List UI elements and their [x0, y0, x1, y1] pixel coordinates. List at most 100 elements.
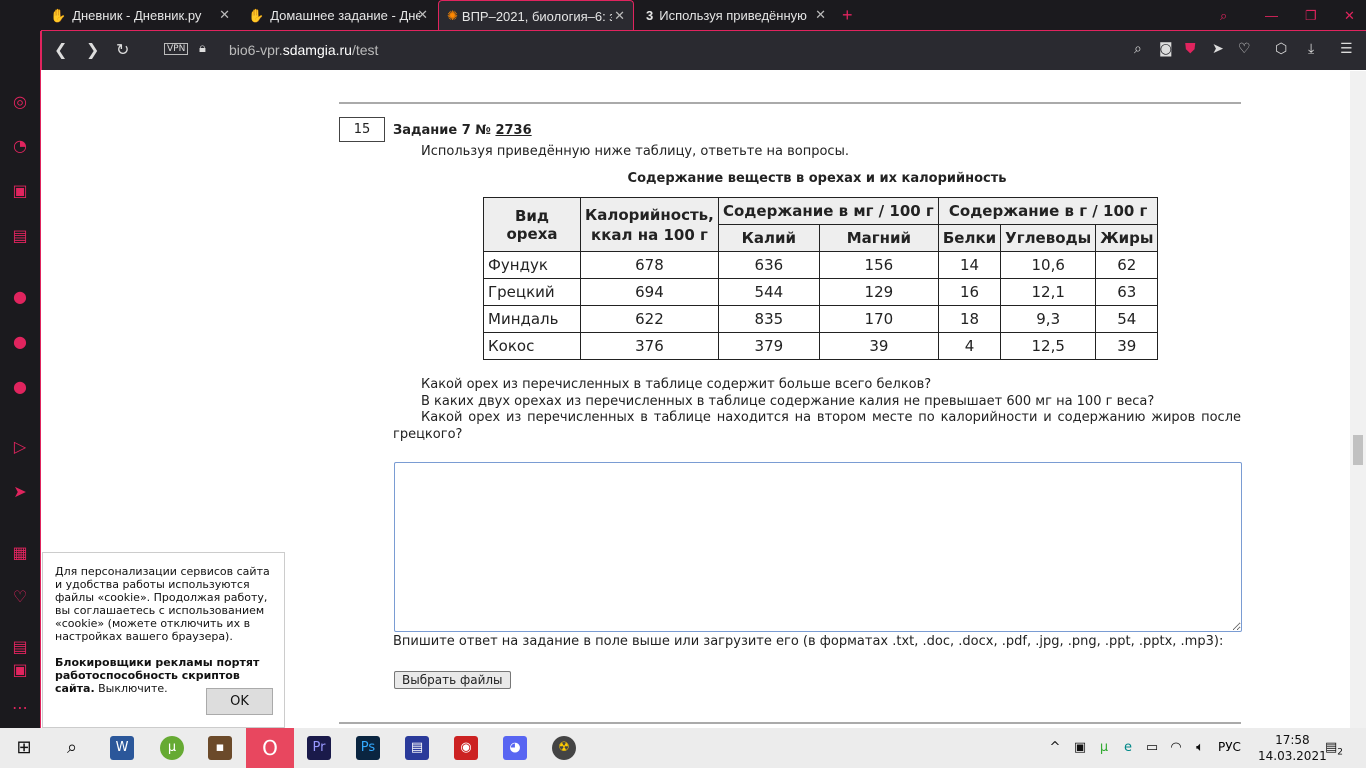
choose-files-button[interactable]: Выбрать файлы [394, 671, 511, 689]
header-fat: Жиры [1095, 224, 1159, 252]
site-icon: 3 [646, 8, 654, 23]
tray-utorrent-icon[interactable]: µ [1099, 740, 1109, 755]
cookie-notice: Для персонализации сервисов сайта и удоб… [42, 552, 285, 728]
menu-icon[interactable]: ☰ [1340, 41, 1353, 57]
forward-button[interactable]: ❯ [86, 40, 100, 59]
header-kind: Вид ореха [483, 197, 581, 252]
player-icon[interactable]: ▷ [13, 437, 27, 456]
header-calories: Калорийность, ккал на 100 г [580, 197, 719, 252]
header-potassium: Калий [717, 224, 820, 252]
table-cell: Миндаль [483, 305, 581, 333]
apps-icon[interactable]: ▦ [12, 543, 28, 562]
send-icon[interactable]: ➤ [13, 482, 27, 501]
tab-vpr[interactable]: ✺ ВПР–2021, биология–6: за ✕ [438, 0, 634, 31]
bag-icon[interactable]: ▣ [12, 181, 28, 200]
lock-icon[interactable]: 🔒︎ [199, 41, 206, 56]
table-cell: 54 [1095, 305, 1159, 333]
header-magnesium: Магний [818, 224, 939, 252]
back-button[interactable]: ❮ [54, 40, 68, 59]
tab-question[interactable]: 3 Используя приведённую ✕ [646, 7, 826, 23]
table-row: Фундук 678 636 156 14 10,6 62 [483, 251, 1159, 279]
table-cell: 62 [1095, 251, 1159, 279]
download-icon[interactable]: ⤓ [1308, 41, 1315, 57]
camera-icon[interactable]: ◙ [1159, 41, 1173, 57]
search-icon[interactable]: ⌕ [1134, 41, 1142, 57]
whatsapp-icon[interactable]: ● [13, 332, 27, 351]
adblock-warning: Блокировщики рекламы портят работоспособ… [55, 656, 260, 695]
tray-eset-icon[interactable]: e [1124, 740, 1132, 755]
new-tab-button[interactable]: + [842, 5, 853, 25]
clock[interactable]: 17:58 14.03.2021 [1258, 733, 1327, 763]
close-tab-icon[interactable]: ✕ [815, 7, 826, 22]
battery-icon[interactable]: ▭ [1145, 740, 1159, 755]
table-cell: 622 [580, 305, 719, 333]
wifi-icon[interactable]: ◠ [1170, 740, 1182, 755]
minimize-button[interactable]: — [1265, 8, 1278, 23]
table-cell: 39 [1095, 332, 1159, 360]
table-cell: 379 [717, 332, 820, 360]
table-cell: 12,5 [1000, 332, 1097, 360]
app-icon[interactable]: ◉ [454, 736, 478, 760]
tray-app-icon[interactable]: ▣ [1073, 740, 1087, 755]
url-field[interactable]: bio6-vpr.sdamgia.ru/test [229, 42, 379, 58]
photoshop-icon[interactable]: Ps [356, 736, 380, 760]
premiere-icon[interactable]: Pr [307, 736, 331, 760]
table-cell: 63 [1095, 278, 1159, 306]
send-icon[interactable]: ➤ [1212, 41, 1224, 57]
opera-taskbar-icon[interactable]: O [246, 728, 294, 768]
start-button[interactable]: ⊞ [16, 737, 32, 758]
answer-textarea[interactable] [394, 462, 1242, 632]
question-3: Какой орех из перечисленных в таблице на… [393, 410, 1241, 442]
scrollbar-thumb[interactable] [1353, 435, 1363, 465]
task-title: Задание 7 № 2736 [393, 123, 532, 138]
restore-button[interactable]: ❐ [1305, 7, 1317, 23]
telegram-icon[interactable]: ● [13, 377, 27, 396]
speed-icon[interactable]: ◔ [13, 136, 27, 155]
task-number: 15 [339, 117, 385, 142]
volume-icon[interactable]: 🔈︎ [1196, 740, 1204, 755]
heart-icon[interactable]: ♡ [1238, 41, 1251, 57]
sun-icon: ✺ [447, 8, 458, 23]
utorrent-icon[interactable]: µ [160, 736, 184, 760]
word-icon[interactable]: W [110, 736, 134, 760]
task-id-link[interactable]: 2736 [495, 123, 532, 138]
table-cell: 129 [818, 278, 939, 306]
table-cell: 18 [937, 305, 1002, 333]
messenger-icon[interactable]: ● [13, 287, 27, 306]
more-icon[interactable]: ⋯ [12, 698, 28, 717]
tab-dnevnik[interactable]: ✋ Дневник - Дневник.ру ✕ [50, 7, 230, 23]
table-cell: 835 [717, 305, 820, 333]
scrollbar[interactable] [1350, 71, 1366, 728]
heart-icon[interactable]: ♡ [12, 587, 28, 606]
storage-icon[interactable]: ▤ [12, 637, 28, 656]
discord-icon[interactable]: ◕ [503, 736, 527, 760]
search-tabs-icon[interactable]: ⌕ [1220, 7, 1228, 23]
table-cell: 10,6 [1000, 251, 1097, 279]
cookie-ok-button[interactable]: OK [206, 688, 273, 715]
gamepad-icon[interactable]: ◎ [13, 92, 27, 111]
cpu-icon[interactable]: ▣ [12, 660, 28, 679]
tab-homework[interactable]: ✋ Домашнее задание - Днев ✕ [248, 7, 428, 23]
task-intro: Используя приведённую ниже таблицу, отве… [421, 144, 849, 159]
language-indicator[interactable]: РУС [1218, 740, 1241, 754]
shield-icon[interactable]: ⛊ [1185, 41, 1196, 57]
close-window-button[interactable]: ✕ [1344, 7, 1355, 23]
nuts-table: Вид ореха Калорийность, ккал на 100 г Со… [483, 197, 1159, 360]
tab-bar: ✋ Дневник - Дневник.ру ✕ ✋ Домашнее задание… [0, 0, 1366, 31]
hand-icon: ✋ [50, 7, 67, 23]
close-tab-icon[interactable]: ✕ [417, 7, 428, 22]
radiation-icon[interactable]: ☢ [552, 736, 576, 760]
twitch-icon[interactable]: ▤ [12, 226, 28, 245]
address-bar: ❮ ❯ ↻ VPN 🔒︎ bio6-vpr.sdamgia.ru/test ⌕ … [41, 30, 1366, 70]
header-g: Содержание в г / 100 г [937, 197, 1159, 225]
vpn-badge[interactable]: VPN [164, 43, 189, 55]
tray-expand-icon[interactable]: ^ [1049, 740, 1061, 755]
search-icon[interactable]: ⌕ [66, 737, 78, 758]
close-tab-icon[interactable]: ✕ [614, 8, 625, 23]
notifications-icon[interactable]: ▤2 [1324, 740, 1344, 758]
reload-button[interactable]: ↻ [116, 40, 130, 59]
close-tab-icon[interactable]: ✕ [219, 7, 230, 22]
cube-icon[interactable]: ⬡ [1275, 41, 1288, 57]
floppy-icon[interactable]: ▤ [405, 736, 429, 760]
minecraft-icon[interactable]: ▪ [208, 736, 232, 760]
